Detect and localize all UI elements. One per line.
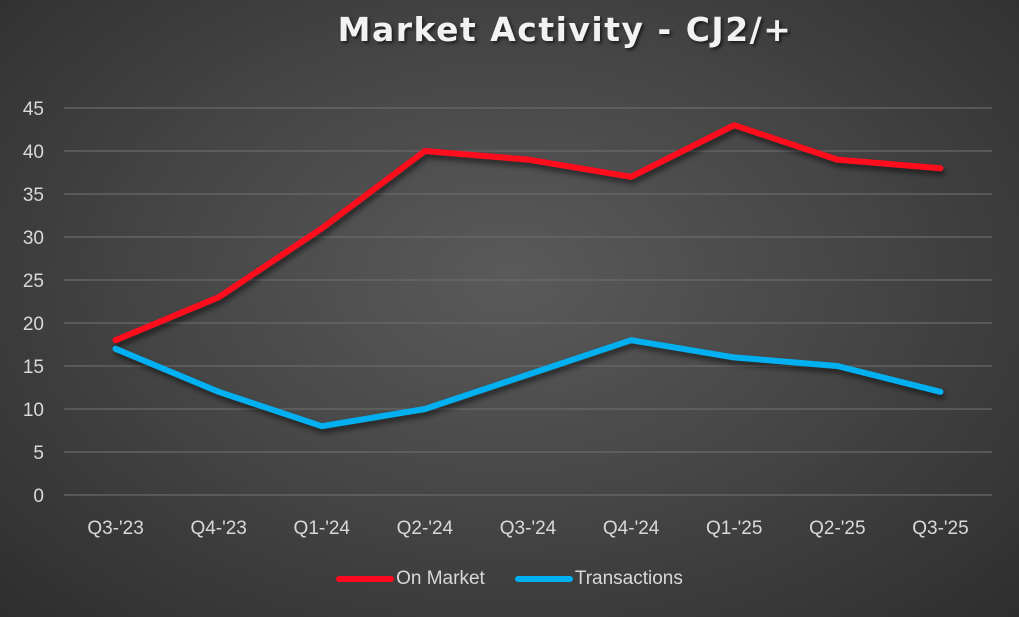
series-line-transactions: [112, 337, 944, 430]
x-tick-label: Q4-'23: [190, 518, 246, 539]
y-tick-label: 15: [23, 357, 44, 378]
legend-item-on-market: On Market: [336, 568, 485, 590]
x-tick-label: Q4-'24: [603, 518, 660, 539]
x-axis-ticks: Q3-'23 Q4-'23 Q1-'24 Q2-'24 Q3-'24 Q4-'24 Q1-'…: [87, 518, 968, 539]
y-tick-label: 20: [23, 314, 44, 335]
y-tick-label: 30: [23, 228, 44, 249]
legend: On Market Transactions: [0, 568, 1019, 590]
x-tick-label: Q2-'25: [809, 518, 865, 539]
y-tick-label: 0: [33, 486, 44, 507]
y-tick-label: 40: [23, 142, 44, 163]
y-axis-ticks: 0 5 10 15 20 25 30 35 40 45: [23, 99, 44, 507]
legend-item-transactions: Transactions: [514, 568, 683, 590]
legend-label: On Market: [396, 568, 485, 589]
y-tick-label: 35: [23, 185, 44, 206]
legend-swatch-icon: [514, 576, 573, 582]
y-tick-label: 45: [23, 99, 44, 120]
series-line-on-market: [112, 122, 944, 344]
x-tick-label: Q1-'24: [294, 518, 351, 539]
legend-swatch-icon: [336, 576, 395, 582]
x-tick-label: Q3-'23: [87, 518, 143, 539]
x-tick-label: Q3-'24: [500, 518, 557, 539]
series-lines: [112, 122, 944, 430]
legend-label: Transactions: [574, 568, 683, 589]
y-tick-label: 10: [23, 400, 44, 421]
x-tick-label: Q1-'25: [706, 518, 762, 539]
gridlines: [64, 107, 992, 496]
chart-title: Market Activity - CJ2/+: [337, 10, 793, 49]
x-tick-label: Q3-'25: [912, 518, 968, 539]
x-tick-label: Q2-'24: [397, 518, 454, 539]
y-tick-label: 5: [33, 443, 44, 464]
y-tick-label: 25: [23, 271, 44, 292]
